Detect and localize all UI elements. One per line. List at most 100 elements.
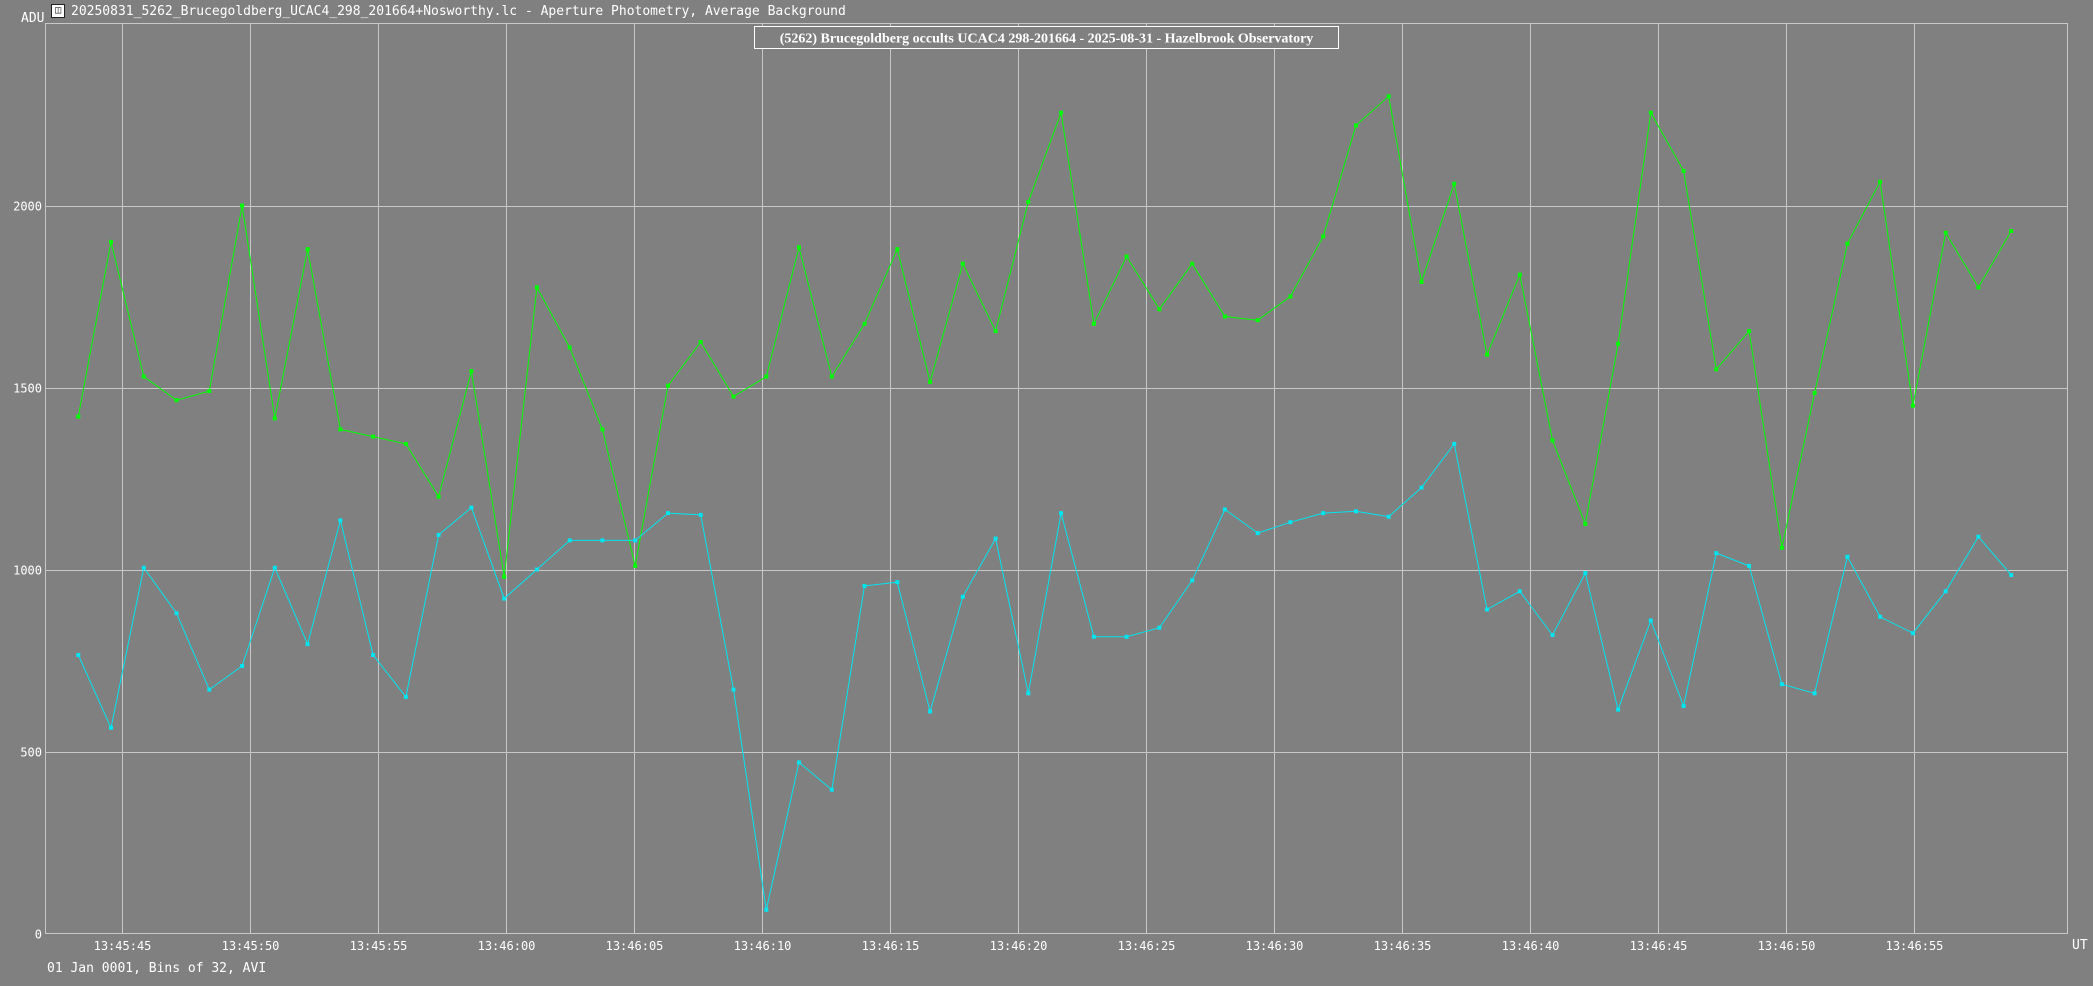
data-point (240, 664, 245, 668)
data-point (502, 596, 507, 601)
data-point (502, 574, 507, 579)
data-point (1452, 441, 1457, 446)
data-point (1910, 631, 1915, 636)
data-point (534, 567, 539, 572)
data-point (1419, 485, 1424, 490)
data-point (1354, 123, 1358, 128)
data-point (305, 247, 310, 252)
data-point (174, 398, 179, 403)
data-point (1779, 545, 1784, 550)
data-point (1255, 318, 1260, 323)
data-point (600, 427, 605, 432)
data-point (731, 687, 736, 692)
data-point (797, 760, 801, 765)
data-point (534, 285, 539, 290)
data-point (1681, 168, 1686, 173)
data-point (1354, 509, 1358, 514)
series-layer (76, 94, 2014, 912)
data-point (1943, 589, 1948, 594)
data-point (797, 245, 801, 250)
x-tick-label: 13:45:45 (94, 939, 152, 953)
data-point (1157, 625, 1162, 630)
data-point (1976, 285, 1981, 290)
data-point (1485, 607, 1489, 612)
data-point (1091, 321, 1096, 326)
data-point (469, 369, 474, 374)
x-tick-label: 13:46:35 (1374, 939, 1432, 953)
data-point (207, 389, 212, 394)
data-point (960, 594, 965, 599)
y-axis-label: ADU (21, 11, 44, 26)
y-axis-ticks: 0 500 1000 1500 2000 (13, 200, 42, 942)
x-tick-label: 13:46:40 (1502, 939, 1560, 953)
data-point (895, 580, 900, 585)
data-point (1026, 691, 1031, 696)
data-point (174, 611, 179, 616)
x-tick-label: 13:46:25 (1118, 939, 1176, 953)
x-axis-label: UT (2072, 938, 2088, 953)
x-tick-label: 13:46:20 (990, 939, 1048, 953)
data-point (1747, 563, 1752, 568)
data-point (1485, 352, 1489, 357)
data-point (1255, 531, 1260, 536)
data-point (1386, 514, 1391, 519)
data-point (1124, 254, 1129, 259)
data-point (371, 434, 376, 439)
grid-layer (45, 23, 2068, 934)
data-point (1616, 341, 1621, 346)
data-point (1550, 438, 1555, 443)
chart-title-box (754, 26, 1339, 49)
data-point (469, 505, 474, 510)
data-point (1386, 94, 1391, 99)
data-point (1779, 682, 1784, 687)
data-point (567, 345, 572, 350)
x-tick-label: 13:46:45 (1630, 939, 1688, 953)
data-point (1943, 230, 1948, 235)
data-point (371, 653, 376, 657)
data-point (895, 247, 900, 252)
data-point (141, 565, 146, 570)
x-tick-label: 13:46:55 (1886, 939, 1944, 953)
x-tick-label: 13:46:30 (1246, 939, 1304, 953)
data-point (633, 538, 638, 543)
x-axis-ticks: 13:45:45 13:45:50 13:45:55 13:46:00 13:46:05… (94, 939, 1944, 953)
y-tick-label: 0 (35, 928, 42, 942)
data-point (1714, 367, 1719, 372)
data-point (76, 414, 81, 419)
data-point (1091, 634, 1096, 639)
x-tick-label: 13:46:00 (478, 939, 536, 953)
data-point (1648, 618, 1653, 623)
data-point (666, 511, 670, 516)
app-icon: ◫ (51, 4, 65, 18)
series-line-1 (77, 95, 2012, 577)
data-point (1321, 511, 1326, 516)
data-point (993, 536, 998, 541)
data-point (1222, 507, 1227, 512)
data-point (928, 380, 933, 384)
data-point (1059, 511, 1064, 516)
series-line-2 (77, 442, 2012, 910)
data-point (1616, 707, 1621, 712)
data-point (1190, 578, 1195, 583)
data-point (862, 321, 867, 326)
data-point (436, 532, 441, 537)
data-point (2009, 573, 2014, 577)
data-point (1812, 691, 1817, 696)
data-point (764, 907, 769, 912)
data-point (240, 203, 245, 208)
data-point (76, 653, 81, 657)
data-point (567, 538, 572, 543)
data-point (731, 394, 736, 399)
data-point (1222, 314, 1227, 319)
data-point (1288, 520, 1293, 525)
data-point (1190, 261, 1195, 266)
x-tick-label: 13:46:05 (606, 939, 664, 953)
data-point (698, 340, 703, 344)
x-tick-label: 13:46:10 (734, 939, 792, 953)
data-point (338, 518, 343, 523)
data-point (1157, 307, 1162, 312)
data-point (1878, 179, 1883, 184)
data-point (666, 383, 670, 388)
data-point (207, 687, 212, 692)
